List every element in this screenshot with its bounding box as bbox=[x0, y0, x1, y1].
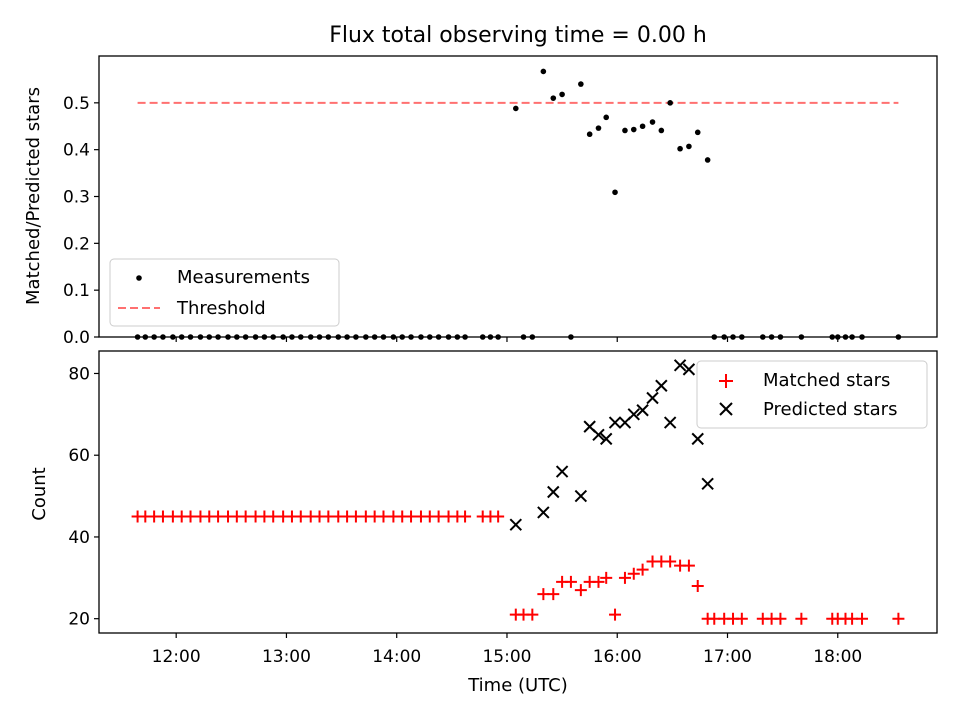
top-ytick-label: 0.5 bbox=[63, 94, 90, 114]
matched-point bbox=[592, 575, 605, 588]
measurement-point bbox=[658, 127, 665, 134]
measurement-point bbox=[586, 131, 593, 138]
legend-threshold-label: Threshold bbox=[176, 298, 266, 319]
measurement-point bbox=[694, 129, 701, 136]
matched-point bbox=[564, 575, 577, 588]
measurement-point bbox=[622, 127, 628, 134]
measurement-point bbox=[612, 189, 618, 196]
bottom-ytick-label: 40 bbox=[68, 528, 90, 548]
predicted-point bbox=[636, 404, 649, 417]
matched-point bbox=[735, 612, 748, 625]
legend-measurements-marker bbox=[136, 275, 142, 281]
matched-point bbox=[492, 510, 505, 523]
predicted-point bbox=[608, 416, 622, 429]
matched-point bbox=[856, 612, 869, 625]
predicted-point bbox=[646, 391, 659, 405]
chart-title: Flux total observing time = 0.00 h bbox=[329, 23, 707, 48]
bottom-xtick-label: 13:00 bbox=[262, 647, 311, 667]
predicted-point bbox=[574, 489, 588, 503]
bottom-legend-box bbox=[696, 360, 928, 429]
predicted-point bbox=[592, 428, 605, 441]
measurement-point bbox=[550, 95, 557, 101]
bottom-ytick-label: 80 bbox=[68, 364, 90, 384]
predicted-point bbox=[663, 416, 677, 429]
legend-matched-marker bbox=[719, 374, 733, 388]
matched-point bbox=[664, 555, 677, 568]
top-ytick-label: 0.2 bbox=[63, 234, 90, 254]
bottom-xtick-label: 12:00 bbox=[152, 647, 201, 667]
top-legend-box bbox=[109, 258, 340, 327]
top-legend: Measurements Threshold bbox=[109, 258, 340, 327]
predicted-point bbox=[673, 359, 687, 372]
measurement-point bbox=[578, 81, 584, 87]
bottom-ytick-label: 60 bbox=[68, 446, 90, 466]
matched-point bbox=[600, 571, 613, 584]
measurement-point bbox=[512, 105, 519, 112]
bottom-ytick-label: 20 bbox=[68, 610, 90, 630]
measurement-point bbox=[686, 143, 692, 150]
predicted-point bbox=[655, 379, 668, 392]
bottom-xtick-label: 18:00 bbox=[813, 647, 862, 667]
bottom-axes-frame bbox=[98, 350, 938, 634]
matched-point bbox=[892, 612, 905, 625]
matched-point bbox=[547, 588, 560, 601]
legend-predicted-label: Predicted stars bbox=[763, 399, 897, 420]
predicted-point bbox=[537, 506, 550, 519]
matched-point bbox=[526, 608, 539, 621]
measurement-point bbox=[559, 91, 565, 98]
matched-point bbox=[574, 584, 587, 597]
predicted-point bbox=[691, 432, 704, 446]
measurement-point bbox=[667, 100, 673, 106]
legend-predicted-marker bbox=[719, 402, 733, 416]
top-ylabel: Matched/Predicted stars bbox=[23, 87, 44, 305]
predicted-point bbox=[555, 465, 569, 478]
bottom-plot-area: 20 40 60 80 12:00 13:00 14:00 15:00 16:00 17:00 18… bbox=[68, 359, 905, 667]
top-ytick-label: 0.3 bbox=[63, 188, 90, 208]
bottom-xtick-label: 16:00 bbox=[593, 647, 642, 667]
top-ytick-label: 0.4 bbox=[63, 141, 90, 161]
bottom-ylabel: Count bbox=[29, 467, 50, 520]
predicted-point bbox=[682, 363, 696, 376]
matched-point bbox=[459, 510, 472, 523]
measurement-point bbox=[704, 157, 711, 163]
measurement-point bbox=[677, 145, 683, 152]
bottom-legend: Matched stars Predicted stars bbox=[696, 360, 928, 429]
matched-point bbox=[774, 612, 787, 625]
matched-point bbox=[691, 580, 704, 592]
matched-point bbox=[636, 563, 649, 576]
matched-point bbox=[795, 612, 808, 625]
top-ytick-label: 0.0 bbox=[63, 328, 90, 348]
top-panel: Flux total observing time = 0.00 h Match… bbox=[23, 23, 938, 348]
predicted-point bbox=[547, 485, 560, 499]
top-ytick-label: 0.1 bbox=[63, 281, 90, 301]
bottom-panel: Count Time (UTC) 20 40 60 80 12:00 13:00 14:00… bbox=[29, 350, 938, 696]
legend-measurements-label: Measurements bbox=[177, 267, 310, 288]
measurement-point bbox=[630, 126, 637, 133]
measurement-point bbox=[603, 114, 610, 121]
matched-point bbox=[627, 567, 640, 580]
bottom-xtick-label: 15:00 bbox=[482, 647, 531, 667]
bottom-xlabel: Time (UTC) bbox=[467, 675, 568, 696]
measurement-point bbox=[540, 68, 547, 75]
measurement-point bbox=[639, 123, 646, 130]
matched-point bbox=[609, 608, 622, 621]
matched-point bbox=[682, 559, 695, 572]
predicted-point bbox=[600, 432, 613, 446]
predicted-point bbox=[701, 477, 714, 491]
legend-matched-label: Matched stars bbox=[763, 370, 890, 391]
matched-point bbox=[618, 571, 631, 584]
bottom-xtick-label: 14:00 bbox=[372, 647, 421, 667]
measurement-point bbox=[649, 119, 656, 125]
predicted-point bbox=[627, 408, 640, 421]
predicted-point bbox=[509, 518, 523, 531]
top-axes-frame bbox=[98, 55, 938, 338]
top-plot-area: 0.0 0.1 0.2 0.3 0.4 0.5 bbox=[63, 68, 902, 348]
bottom-xtick-label: 17:00 bbox=[703, 647, 752, 667]
measurement-point bbox=[595, 125, 602, 131]
